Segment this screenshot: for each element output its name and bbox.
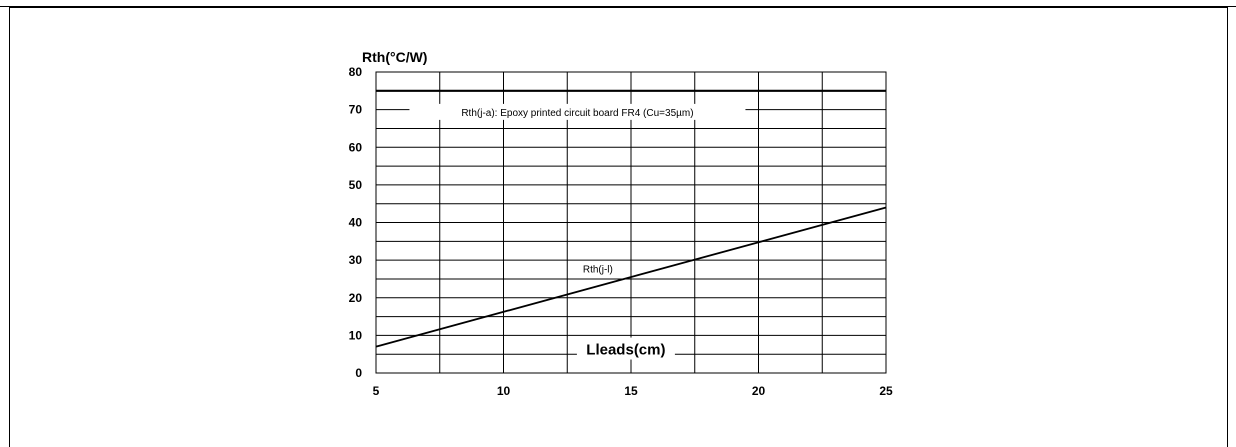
x-tick-label: 10 xyxy=(497,384,511,398)
x-axis-title-group: Lleads(cm) xyxy=(576,337,675,360)
y-tick-label: 10 xyxy=(349,328,363,342)
y-tick-label: 50 xyxy=(349,178,363,192)
y-axis-title: Rth(°C/W) xyxy=(362,49,427,65)
x-tick-label: 15 xyxy=(624,384,638,398)
plot-area-border xyxy=(375,71,887,374)
x-tick-label: 20 xyxy=(752,384,766,398)
y-tick-label: 70 xyxy=(349,103,363,117)
y-tick-label: 60 xyxy=(349,140,363,154)
series-line-rth-jl xyxy=(375,206,887,348)
header-rule xyxy=(0,0,1236,7)
series-label-rth-jl: Rth(j-l) xyxy=(574,261,621,276)
x-tick-label: 5 xyxy=(373,384,380,398)
rth-ja-label: Rth(j-a): Epoxy printed circuit board FR… xyxy=(461,108,693,119)
y-tick-label: 0 xyxy=(355,366,362,380)
figure-frame xyxy=(9,7,1228,447)
series-layer xyxy=(375,89,887,348)
y-tick-label: 20 xyxy=(349,291,363,305)
x-axis-title: Lleads(cm) xyxy=(586,342,665,359)
tick-labels: 5 10 15 20 25 0 10 20 30 40 50 60 70 80 xyxy=(349,65,893,398)
y-tick-label: 80 xyxy=(349,65,363,79)
rth-jl-label: Rth(j-l) xyxy=(583,264,613,275)
y-tick-label: 40 xyxy=(349,216,363,230)
y-tick-label: 30 xyxy=(349,253,363,267)
chart: 5 10 15 20 25 0 10 20 30 40 50 60 70 80 Rth(°C/W) Rth… xyxy=(349,49,893,398)
x-tick-label: 25 xyxy=(879,384,893,398)
series-label-rth-ja: Rth(j-a): Epoxy printed circuit board FR… xyxy=(409,103,746,120)
